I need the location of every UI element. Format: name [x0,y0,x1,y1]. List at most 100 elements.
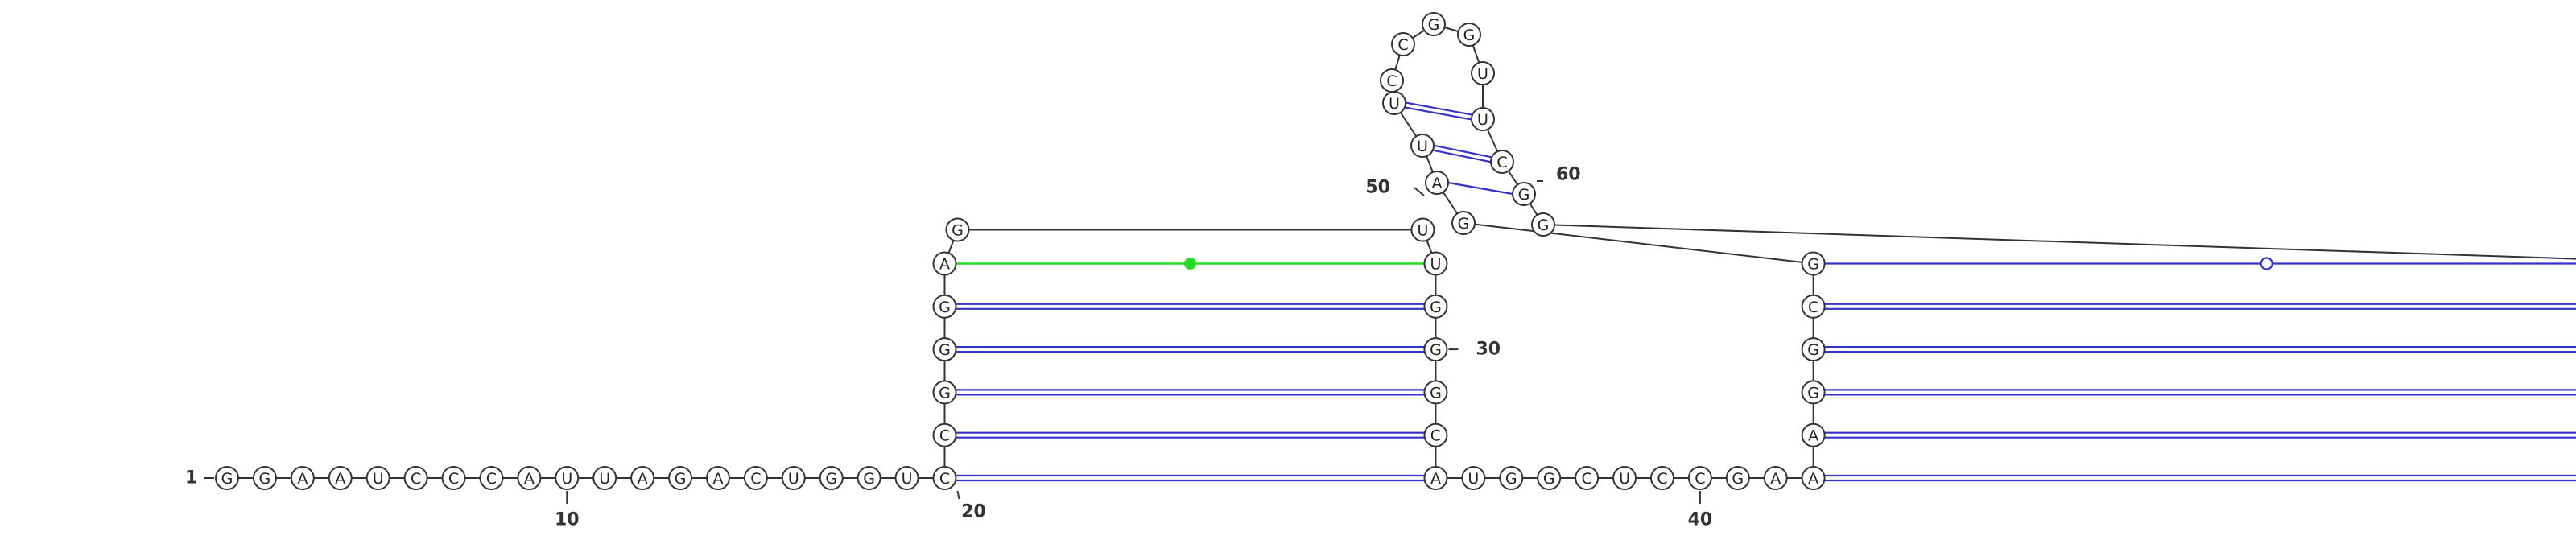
nucleotide-letter: G [1807,384,1819,402]
nucleotide-letter: G [1807,256,1819,274]
nucleotide-letter: A [524,470,535,488]
nucleotide-circle [1801,466,1826,490]
nucleotide-53: C [1380,68,1404,93]
residue-number-label: 40 [1688,510,1713,530]
base-pair-line [1405,106,1472,121]
nucleotide-letter: A [1770,470,1781,488]
nucleotide-33: A [1423,466,1448,490]
nucleotide-letter: A [1430,470,1441,488]
number-tick [1414,187,1425,196]
nucleotide-26: G [945,217,970,242]
nucleotide-letter: G [221,470,233,488]
nucleotide-letter: G [1807,341,1819,359]
nucleotide-letter: A [712,470,723,488]
nucleotide-18: G [857,466,881,490]
nucleotide-circle [630,466,655,490]
nucleotide-32: C [1423,423,1448,447]
nucleotide-letter: U [1619,470,1630,488]
numbering-layer: 1102030405060708090100110120122 [185,165,1713,530]
nucleotide-circle [1612,466,1637,490]
nucleotide-letter: G [1538,216,1550,234]
nucleotide-letter: G [1518,186,1530,204]
nucleotide-57: U [1471,61,1495,85]
nucleotide-22: G [932,380,957,405]
nucleotide-circle [1457,23,1481,47]
nucleotide-6: C [403,466,428,490]
nucleotide-circle [365,466,390,490]
nucleotide-circle [1461,466,1486,490]
nucleotide-letter: C [1808,299,1818,316]
nucleotide-circle [1537,466,1562,490]
nucleotide-circle [1801,294,1826,319]
base-pair-line [1434,144,1492,159]
nucleotide-55: G [1422,12,1446,36]
nucleotide-35: G [1499,466,1524,490]
nucleotide-56: G [1457,23,1481,47]
nucleotide-circle [932,380,957,405]
nucleotide-47: C [1801,294,1826,319]
nucleotide-circle [1451,211,1476,235]
nucleotide-letter: C [939,427,950,445]
nucleotide-43: A [1801,466,1826,490]
residue-number-label: 20 [961,502,986,522]
residue-number-label: 10 [555,510,580,530]
nucleotide-19: U [894,466,919,490]
residue-number-label: 60 [1556,165,1581,185]
nucleotide-letter: C [750,470,761,488]
nucleotide-letter: U [599,470,610,488]
nucleotide-14: A [705,466,730,490]
wobble-pair-marker [2260,257,2273,270]
nucleotide-21: C [932,423,957,447]
residue-number-label: 50 [1365,178,1390,198]
base-pair-line [1406,101,1472,116]
nucleotide-circle [252,466,277,490]
nucleotide-8: C [479,466,504,490]
nucleotide-letter: G [1732,470,1744,488]
nucleotide-circle [932,466,957,490]
nucleotide-letter: C [1657,470,1667,488]
nucleotide-letter: A [335,470,345,488]
number-tick [956,490,960,500]
nucleotide-41: G [1725,466,1750,490]
nucleotide-20: C [932,466,957,490]
nucleotide-circle [1471,61,1495,85]
nucleotide-letter: G [939,299,951,316]
nucleotide-17: G [819,466,844,490]
nucleotide-letter: C [1695,470,1705,488]
nucleotide-5: U [365,466,390,490]
nucleotide-circle [1425,171,1449,195]
nucleotide-letter: A [1432,175,1443,192]
backbone-segment [1542,224,2576,260]
nucleotide-13: G [668,466,693,490]
nucleotide-9: A [517,466,542,490]
nucleotide-10: U [555,466,580,490]
nucleotide-circle [555,466,580,490]
residue-number-label: 1 [185,468,197,489]
nucleotide-circle [743,466,768,490]
nucleotide-circle [1423,251,1448,276]
nucleotide-letter: U [1477,111,1488,129]
nucleotide-24: G [932,294,957,319]
backbone-layer [227,23,2576,479]
nucleotide-49: G [1451,211,1476,235]
nucleotide-48: G [1801,251,1826,276]
nucleotide-letter: A [1808,427,1818,445]
nucleotide-36: G [1537,466,1562,490]
nucleotide-58: U [1471,107,1495,131]
nucleotide-25: A [932,251,957,276]
nucleotide-circle [1391,32,1415,56]
nucleotide-51: U [1410,134,1435,158]
base-pair-line [1432,149,1491,163]
nucleotide-59: C [1490,150,1514,174]
nucleotide-circle [1725,466,1750,490]
nucleotide-40: C [1687,466,1712,490]
nucleotide-letter: G [1428,16,1440,34]
nucleotide-letter: C [1397,36,1408,54]
nucleotide-circle [705,466,730,490]
nucleotide-circle [1649,466,1674,490]
nucleotide-46: G [1801,337,1826,362]
nucleotide-30: G [1423,337,1448,362]
nucleotide-37: C [1575,466,1600,490]
nucleotide-letter: G [1430,341,1442,359]
